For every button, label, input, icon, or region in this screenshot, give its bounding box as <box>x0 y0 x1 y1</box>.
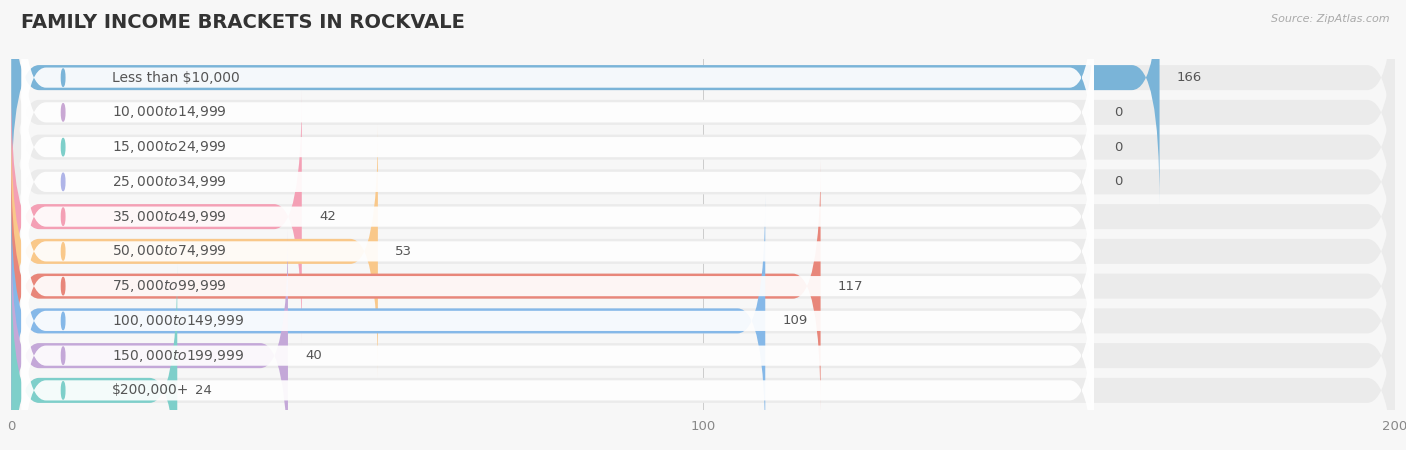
FancyBboxPatch shape <box>11 90 1395 343</box>
FancyBboxPatch shape <box>21 175 1094 398</box>
Text: Less than $10,000: Less than $10,000 <box>111 71 239 85</box>
Text: $150,000 to $199,999: $150,000 to $199,999 <box>111 348 245 364</box>
FancyBboxPatch shape <box>11 194 1395 447</box>
FancyBboxPatch shape <box>11 194 765 447</box>
Text: 166: 166 <box>1177 71 1202 84</box>
FancyBboxPatch shape <box>21 36 1094 259</box>
Circle shape <box>62 173 65 190</box>
FancyBboxPatch shape <box>11 125 378 378</box>
FancyBboxPatch shape <box>11 264 177 450</box>
Circle shape <box>62 69 65 86</box>
Circle shape <box>62 347 65 364</box>
FancyBboxPatch shape <box>21 140 1094 363</box>
Text: 42: 42 <box>319 210 336 223</box>
FancyBboxPatch shape <box>11 229 288 450</box>
FancyBboxPatch shape <box>11 21 1395 274</box>
FancyBboxPatch shape <box>11 160 821 413</box>
Text: 53: 53 <box>395 245 412 258</box>
Text: $10,000 to $14,999: $10,000 to $14,999 <box>111 104 226 120</box>
FancyBboxPatch shape <box>11 264 1395 450</box>
FancyBboxPatch shape <box>21 70 1094 293</box>
FancyBboxPatch shape <box>21 279 1094 450</box>
Circle shape <box>62 243 65 260</box>
FancyBboxPatch shape <box>11 160 1395 413</box>
Text: $50,000 to $74,999: $50,000 to $74,999 <box>111 243 226 259</box>
FancyBboxPatch shape <box>11 90 302 343</box>
FancyBboxPatch shape <box>11 125 1395 378</box>
Text: $75,000 to $99,999: $75,000 to $99,999 <box>111 278 226 294</box>
Circle shape <box>62 312 65 329</box>
FancyBboxPatch shape <box>11 55 1395 308</box>
Text: $35,000 to $49,999: $35,000 to $49,999 <box>111 209 226 225</box>
Text: 24: 24 <box>194 384 211 397</box>
FancyBboxPatch shape <box>21 244 1094 450</box>
Text: 0: 0 <box>1115 106 1123 119</box>
Circle shape <box>62 139 65 156</box>
FancyBboxPatch shape <box>11 0 1160 204</box>
Text: $200,000+: $200,000+ <box>111 383 188 397</box>
FancyBboxPatch shape <box>21 105 1094 328</box>
Circle shape <box>62 278 65 295</box>
Circle shape <box>62 104 65 121</box>
Text: 109: 109 <box>783 315 808 328</box>
Text: FAMILY INCOME BRACKETS IN ROCKVALE: FAMILY INCOME BRACKETS IN ROCKVALE <box>21 14 465 32</box>
Circle shape <box>62 208 65 225</box>
FancyBboxPatch shape <box>11 0 1395 239</box>
Text: 0: 0 <box>1115 176 1123 189</box>
Text: 117: 117 <box>838 279 863 292</box>
Text: $15,000 to $24,999: $15,000 to $24,999 <box>111 139 226 155</box>
FancyBboxPatch shape <box>11 0 1395 204</box>
FancyBboxPatch shape <box>11 229 1395 450</box>
FancyBboxPatch shape <box>21 1 1094 224</box>
Text: Source: ZipAtlas.com: Source: ZipAtlas.com <box>1271 14 1389 23</box>
Text: 0: 0 <box>1115 140 1123 153</box>
Text: 40: 40 <box>305 349 322 362</box>
Circle shape <box>62 382 65 399</box>
Text: $100,000 to $149,999: $100,000 to $149,999 <box>111 313 245 329</box>
FancyBboxPatch shape <box>21 209 1094 432</box>
FancyBboxPatch shape <box>21 0 1094 189</box>
Text: $25,000 to $34,999: $25,000 to $34,999 <box>111 174 226 190</box>
